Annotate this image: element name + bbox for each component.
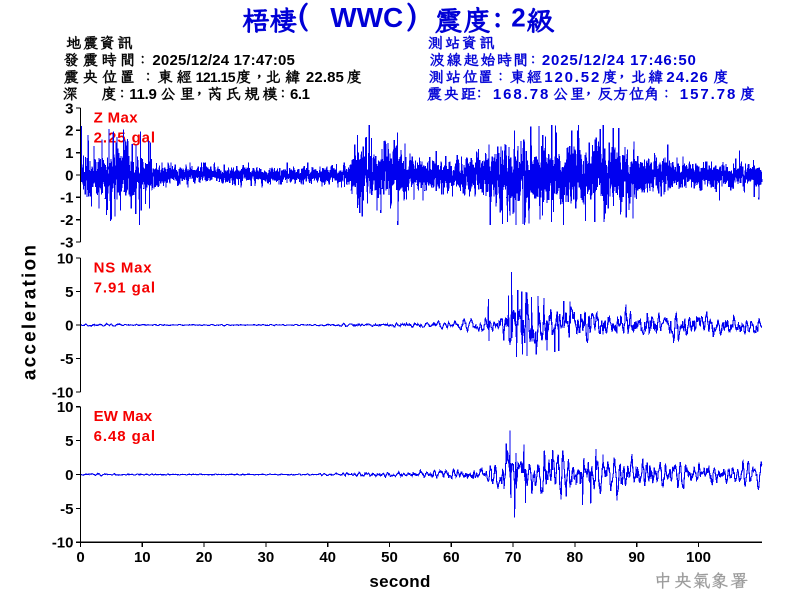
svg-text:0: 0 bbox=[65, 317, 73, 334]
svg-text:10: 10 bbox=[57, 399, 74, 416]
svg-text:22.85: 22.85 bbox=[306, 69, 344, 86]
svg-text:121.15: 121.15 bbox=[196, 69, 236, 85]
svg-text:-2: -2 bbox=[60, 212, 73, 229]
svg-text:10: 10 bbox=[134, 549, 151, 566]
svg-text:Z Max: Z Max bbox=[94, 110, 139, 127]
svg-text:80: 80 bbox=[567, 549, 584, 566]
svg-text:168.78: 168.78 bbox=[493, 86, 549, 103]
svg-text:157.78: 157.78 bbox=[680, 86, 736, 103]
svg-text:70: 70 bbox=[505, 549, 522, 566]
svg-text:0: 0 bbox=[76, 549, 84, 566]
svg-text:3: 3 bbox=[65, 100, 73, 117]
svg-text:2025/12/24 17:46:50: 2025/12/24 17:46:50 bbox=[542, 52, 696, 69]
svg-text:90: 90 bbox=[628, 549, 645, 566]
svg-text:-1: -1 bbox=[60, 190, 73, 207]
svg-text:0: 0 bbox=[65, 467, 73, 484]
svg-text:120.52: 120.52 bbox=[544, 69, 599, 86]
svg-text:30: 30 bbox=[258, 549, 275, 566]
svg-text:24.26: 24.26 bbox=[666, 69, 708, 86]
svg-text:NS Max: NS Max bbox=[94, 260, 153, 277]
svg-text:-5: -5 bbox=[60, 501, 73, 518]
svg-text:7.91 gal: 7.91 gal bbox=[94, 280, 156, 297]
svg-text:-3: -3 bbox=[60, 234, 73, 251]
svg-text:40: 40 bbox=[319, 549, 336, 566]
svg-text:100: 100 bbox=[686, 549, 711, 566]
svg-text:2.25 gal: 2.25 gal bbox=[94, 130, 156, 147]
svg-text:-5: -5 bbox=[60, 351, 73, 368]
svg-text:-10: -10 bbox=[52, 535, 74, 552]
svg-text:6.48 gal: 6.48 gal bbox=[94, 428, 156, 445]
svg-text:second: second bbox=[369, 572, 430, 591]
svg-text:1: 1 bbox=[65, 145, 73, 162]
svg-text:2025/12/24 17:47:05: 2025/12/24 17:47:05 bbox=[152, 52, 295, 69]
svg-text:2: 2 bbox=[511, 3, 525, 33]
svg-text:60: 60 bbox=[443, 549, 460, 566]
svg-text:20: 20 bbox=[196, 549, 213, 566]
svg-text:WWC: WWC bbox=[330, 2, 403, 33]
svg-text:10: 10 bbox=[57, 250, 74, 267]
svg-text:5: 5 bbox=[65, 284, 73, 301]
svg-text:0: 0 bbox=[65, 167, 73, 184]
svg-text:2: 2 bbox=[65, 123, 73, 140]
svg-text:EW Max: EW Max bbox=[94, 408, 153, 425]
svg-text:acceleration: acceleration bbox=[20, 243, 41, 380]
svg-text:5: 5 bbox=[65, 433, 73, 450]
svg-text:-10: -10 bbox=[52, 384, 74, 401]
svg-text:50: 50 bbox=[381, 549, 398, 566]
svg-text:11.9: 11.9 bbox=[129, 86, 157, 103]
svg-text:6.1: 6.1 bbox=[290, 86, 310, 103]
